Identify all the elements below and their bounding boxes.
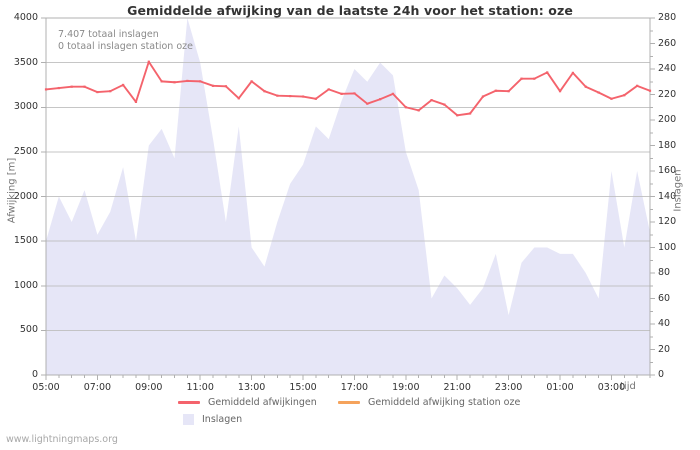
x-tick: 13:00 — [237, 382, 266, 393]
x-tick: 07:00 — [83, 382, 112, 393]
y-tick-right: 80 — [658, 267, 671, 278]
legend-item[interactable]: Gemiddeld afwijkingen — [178, 397, 317, 408]
y-tick-right: 100 — [658, 241, 677, 253]
y-tick-right: 240 — [658, 63, 677, 74]
x-tick: 21:00 — [443, 382, 471, 393]
y-tick-right: 180 — [658, 139, 677, 151]
y-tick-right: 0 — [658, 369, 665, 380]
y-tick-right: 260 — [658, 37, 677, 49]
y-tick-left: 500 — [19, 324, 38, 336]
x-axis-label: tijd — [620, 381, 636, 392]
x-tick: 15:00 — [289, 382, 317, 393]
page-title: Gemiddelde afwijking van de laatste 24h … — [127, 3, 573, 18]
x-tick: 05:00 — [32, 382, 60, 393]
y-tick-right: 280 — [658, 12, 677, 23]
legend-area-swatch — [183, 414, 194, 425]
x-tick: 11:00 — [186, 382, 214, 393]
x-tick: 23:00 — [494, 382, 523, 393]
y-tick-left: 2500 — [13, 145, 38, 157]
x-tick: 17:00 — [340, 382, 369, 393]
legend-item[interactable]: Gemiddeld afwijking station oze — [338, 397, 520, 408]
legend-label: Gemiddeld afwijkingen — [208, 397, 317, 408]
y-tick-left: 3000 — [13, 101, 38, 113]
legend-line-swatch — [178, 401, 200, 404]
y-tick-right: 220 — [658, 88, 677, 100]
x-tick: 03:00 — [597, 382, 626, 393]
legend-label: Gemiddeld afwijking station oze — [368, 397, 521, 408]
annotation-total-strikes: 7.407 totaal inslagen — [58, 29, 159, 40]
legend-label: Inslagen — [202, 414, 243, 425]
y-tick-left: 2000 — [13, 190, 38, 202]
legend-line-swatch — [338, 401, 360, 404]
y-tick-right: 160 — [658, 165, 677, 176]
y-tick-right: 140 — [658, 190, 677, 202]
y-tick-right: 120 — [658, 216, 677, 227]
y-tick-right: 200 — [658, 114, 677, 125]
x-tick: 19:00 — [392, 382, 420, 393]
x-tick: 01:00 — [546, 382, 574, 393]
legend-item[interactable]: Inslagen — [178, 414, 242, 425]
y-tick-left: 3500 — [13, 56, 38, 68]
y-tick-left: 0 — [31, 369, 38, 380]
y-tick-left: 4000 — [13, 12, 38, 23]
y-tick-right: 20 — [658, 343, 671, 355]
watermark: www.lightningmaps.org — [6, 434, 118, 445]
y-tick-right: 60 — [658, 292, 671, 304]
annotation-station-strikes: 0 totaal inslagen station oze — [58, 41, 193, 52]
y-tick-left: 1000 — [13, 279, 38, 291]
y-tick-right: 40 — [658, 318, 671, 329]
x-tick: 09:00 — [135, 382, 163, 393]
y-tick-left: 1500 — [13, 235, 38, 247]
